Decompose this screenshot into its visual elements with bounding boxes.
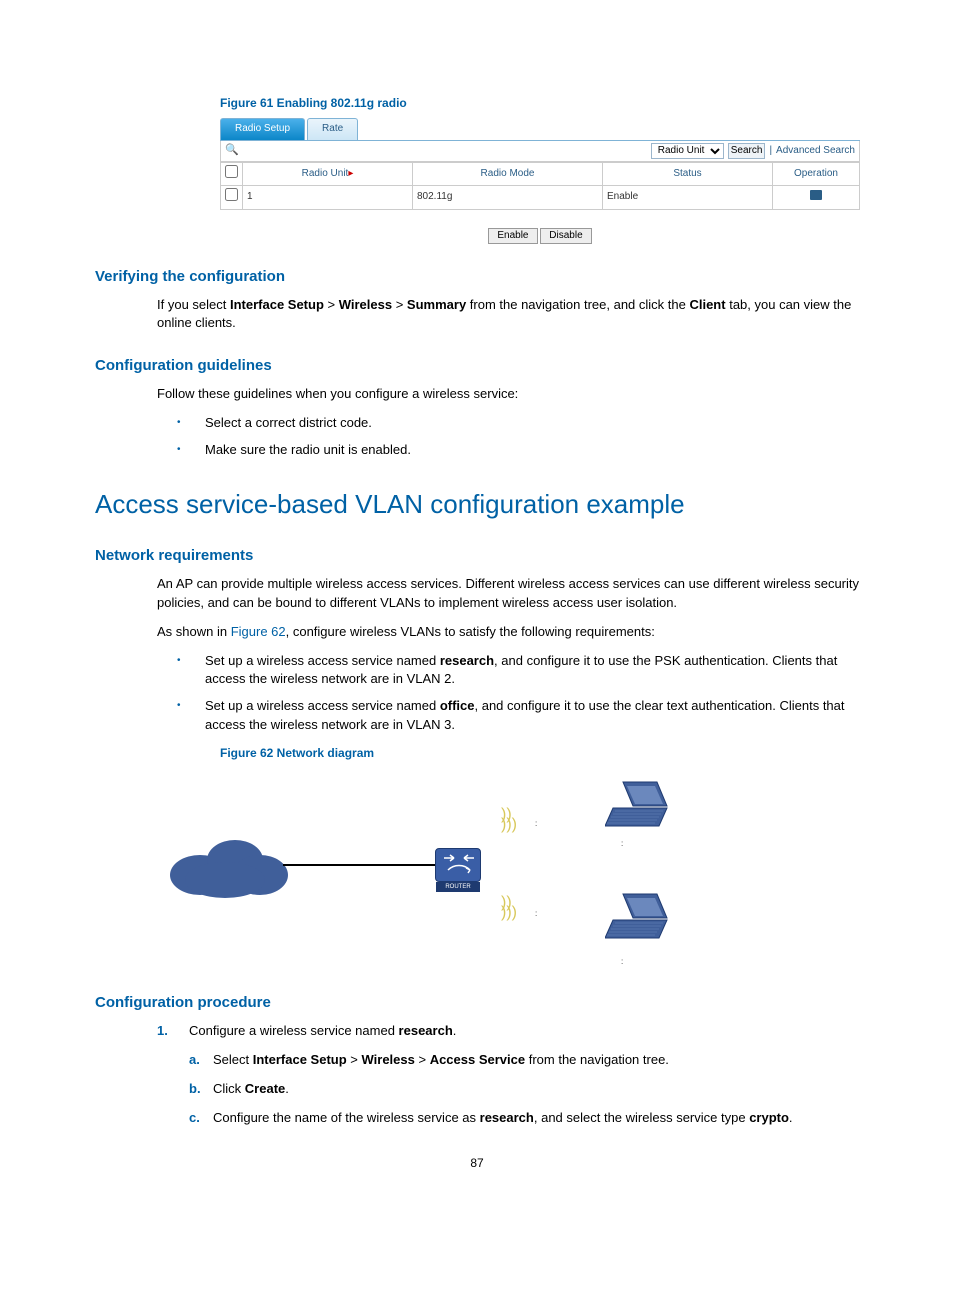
substep-c: Configure the name of the wireless servi… — [189, 1109, 859, 1128]
step-1: Configure a wireless service named resea… — [157, 1022, 859, 1127]
wireless-signal-icon: ))))) — [501, 810, 517, 829]
netreq-p2: As shown in Figure 62, configure wireles… — [157, 623, 859, 642]
wireless-signal-icon: ))))) — [501, 898, 517, 917]
procedure-list: Configure a wireless service named resea… — [157, 1022, 859, 1127]
substeps: Select Interface Setup > Wireless > Acce… — [189, 1051, 859, 1128]
col-radio-mode[interactable]: Radio Mode — [413, 162, 603, 186]
col-radio-unit[interactable]: Radio Unit▸ — [243, 162, 413, 186]
router-icon — [435, 848, 481, 882]
search-field-select[interactable]: Radio Unit — [651, 143, 724, 159]
heading-verifying: Verifying the configuration — [95, 266, 859, 288]
col-status[interactable]: Status — [603, 162, 773, 186]
figure61-caption: Figure 61 Enabling 802.11g radio — [220, 95, 859, 112]
tab-rate[interactable]: Rate — [307, 118, 358, 140]
verifying-paragraph: If you select Interface Setup > Wireless… — [157, 296, 859, 334]
tab-radio-setup[interactable]: Radio Setup — [220, 118, 305, 140]
list-item: Set up a wireless access service named r… — [177, 652, 859, 690]
dot-icon: : — [621, 958, 623, 966]
heading-network-requirements: Network requirements — [95, 545, 859, 567]
cell-mode: 802.11g — [413, 186, 603, 210]
heading-configuration-procedure: Configuration procedure — [95, 992, 859, 1014]
disable-button[interactable] — [540, 228, 591, 244]
substep-a: Select Interface Setup > Wireless > Acce… — [189, 1051, 859, 1070]
netreq-p1: An AP can provide multiple wireless acce… — [157, 575, 859, 613]
row-checkbox[interactable] — [225, 188, 238, 201]
cloud-icon — [165, 830, 295, 900]
dot-icon: : — [535, 910, 537, 918]
figure62-caption: Figure 62 Network diagram — [220, 745, 859, 762]
table-row: 1 802.11g Enable — [221, 186, 860, 210]
laptop-icon — [605, 890, 677, 942]
page-number: 87 — [95, 1155, 859, 1172]
dot-icon: : — [621, 840, 623, 848]
figure61-screenshot: Radio Setup Rate 🔍 Radio Unit | Advanced… — [220, 118, 860, 244]
list-item: Select a correct district code. — [177, 414, 859, 433]
link-line — [283, 864, 436, 866]
netreq-list: Set up a wireless access service named r… — [177, 652, 859, 735]
advanced-search-link[interactable]: Advanced Search — [776, 144, 855, 159]
list-item: Make sure the radio unit is enabled. — [177, 441, 859, 460]
enable-button[interactable] — [488, 228, 537, 244]
fig61-button-row — [220, 228, 860, 244]
col-operation: Operation — [773, 162, 860, 186]
list-item: Set up a wireless access service named o… — [177, 697, 859, 735]
substep-b: Click Create. — [189, 1080, 859, 1099]
fig61-tabs: Radio Setup Rate — [220, 118, 860, 141]
figure62-diagram: ))))) ))))) : : : : — [165, 770, 685, 970]
fig61-searchbar: 🔍 Radio Unit | Advanced Search — [220, 141, 860, 162]
search-button[interactable] — [728, 143, 766, 159]
dot-icon: : — [535, 820, 537, 828]
heading-vlan-example: Access service-based VLAN configuration … — [95, 486, 859, 524]
figure62-link[interactable]: Figure 62 — [231, 624, 286, 639]
edit-icon[interactable] — [810, 190, 822, 200]
guidelines-list: Select a correct district code. Make sur… — [177, 414, 859, 460]
fig61-table: Radio Unit▸ Radio Mode Status Operation … — [220, 162, 860, 210]
heading-guidelines: Configuration guidelines — [95, 355, 859, 377]
laptop-icon — [605, 778, 677, 830]
search-icon: 🔍 — [225, 143, 239, 159]
cell-status: Enable — [603, 186, 773, 210]
select-all-checkbox[interactable] — [225, 165, 238, 178]
cell-unit: 1 — [243, 186, 413, 210]
guidelines-intro: Follow these guidelines when you configu… — [157, 385, 859, 404]
